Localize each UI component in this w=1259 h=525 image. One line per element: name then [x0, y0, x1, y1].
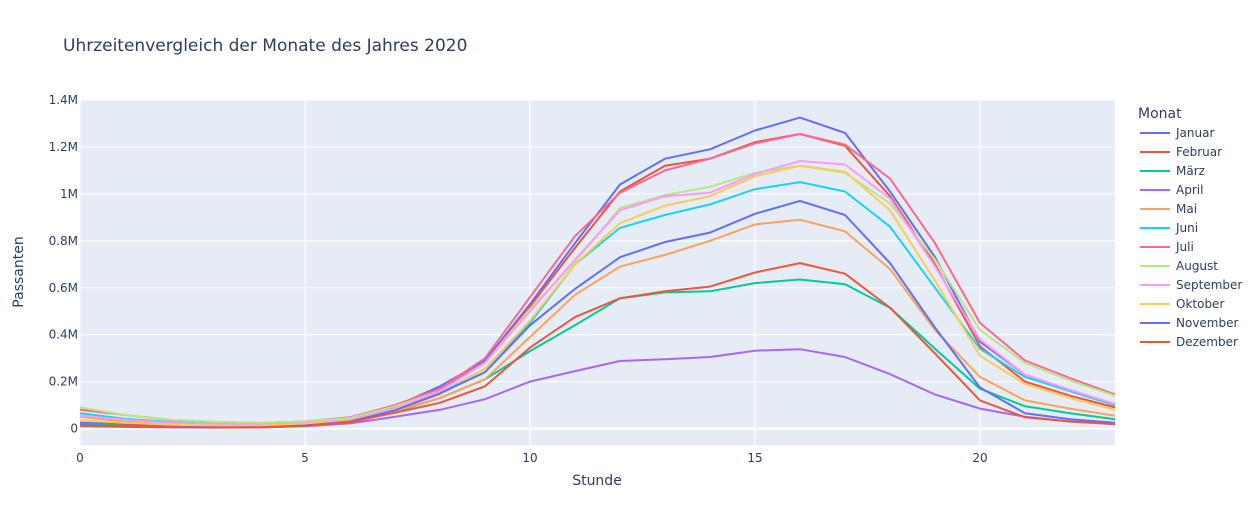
y-tick-label: 0.6M: [49, 281, 78, 295]
chart-title: Uhrzeitenvergleich der Monate des Jahres…: [63, 36, 467, 56]
x-tick-label: 10: [522, 451, 537, 465]
x-tick-label: 15: [747, 451, 762, 465]
x-axis-ticks: 0 5 10 15 20: [76, 451, 987, 465]
y-tick-label: 1.4M: [49, 93, 78, 107]
x-tick-label: 20: [972, 451, 987, 465]
y-axis-ticks: 0 0.2M 0.4M 0.6M 0.8M 1M 1.2M 1.4M: [49, 93, 78, 436]
legend-label-dezember: Dezember: [1176, 335, 1238, 349]
y-tick-label: 0.8M: [49, 234, 78, 248]
x-axis-title: Stunde: [572, 473, 622, 489]
x-tick-label: 0: [76, 451, 84, 465]
y-tick-label: 0.2M: [49, 375, 78, 389]
legend-title: Monat: [1138, 106, 1182, 122]
y-tick-label: 0: [70, 422, 78, 436]
legend-label-januar: Januar: [1175, 126, 1214, 140]
x-tick-label: 5: [301, 451, 309, 465]
y-tick-label: 1M: [60, 187, 78, 201]
grid: [79, 99, 1115, 445]
series-line-september: [79, 160, 1116, 426]
y-tick-label: 0.4M: [49, 328, 78, 342]
series-line-dezember: [79, 262, 1116, 429]
legend-label-september: September: [1176, 278, 1242, 292]
legend-label-februar: Februar: [1176, 145, 1222, 159]
y-axis-title: Passanten: [11, 236, 27, 307]
legend-label-juli: Juli: [1175, 240, 1194, 254]
legend-label-juni: Juni: [1175, 221, 1198, 235]
legend-label-mai: Mai: [1176, 202, 1197, 216]
legend-label-november: November: [1176, 316, 1238, 330]
series-lines: [79, 116, 1116, 429]
legend-items: Januar Februar März April Mai Juni Juli August S…: [1140, 126, 1242, 349]
legend-label-oktober: Oktober: [1176, 297, 1224, 311]
legend-label-april: April: [1176, 183, 1203, 197]
series-line-oktober: [79, 164, 1116, 427]
legend-label-märz: März: [1176, 164, 1205, 178]
legend: Monat Januar Februar März April Mai Juni Juli A…: [1138, 106, 1242, 349]
legend-label-august: August: [1176, 259, 1218, 273]
y-tick-label: 1.2M: [49, 140, 78, 154]
